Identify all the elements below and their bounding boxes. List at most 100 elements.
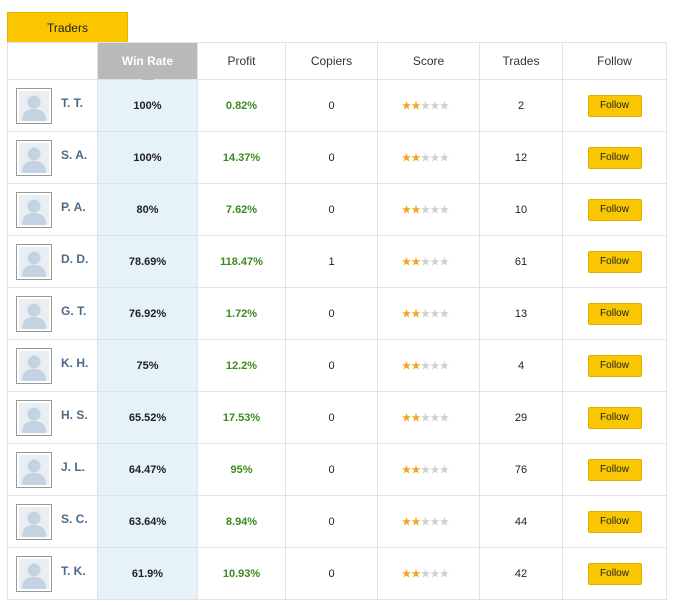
avatar [16, 556, 52, 592]
avatar [16, 244, 52, 280]
follow-button[interactable]: Follow [587, 94, 642, 117]
follow-button[interactable]: Follow [587, 458, 642, 481]
score-stars [401, 205, 449, 214]
profit: 0.82% [198, 80, 286, 132]
tab[interactable]: Traders [7, 12, 128, 42]
score-stars [401, 101, 449, 110]
trader-cell: T. T. [7, 80, 98, 132]
profit: 7.62% [198, 184, 286, 236]
trader-name[interactable]: D. D. [61, 252, 89, 266]
score-stars [401, 309, 449, 318]
score-cell [378, 496, 480, 548]
win-rate: 75% [98, 340, 198, 392]
score-cell [378, 444, 480, 496]
score-stars [401, 569, 449, 578]
score-stars [401, 257, 449, 266]
trader-name[interactable]: G. T. [61, 304, 87, 318]
header-cell [7, 42, 98, 80]
column-header[interactable]: Trades [480, 42, 563, 80]
score-cell [378, 184, 480, 236]
trades: 44 [480, 496, 563, 548]
avatar [16, 296, 52, 332]
follow-button[interactable]: Follow [587, 510, 642, 533]
follow-button[interactable]: Follow [587, 198, 642, 221]
trades: 4 [480, 340, 563, 392]
column-header[interactable]: Copiers [286, 42, 378, 80]
trades: 61 [480, 236, 563, 288]
trader-cell: J. L. [7, 444, 98, 496]
score-cell [378, 340, 480, 392]
column-header[interactable]: Profit [198, 42, 286, 80]
trades: 13 [480, 288, 563, 340]
follow-cell: Follow [563, 184, 667, 236]
trader-name[interactable]: P. A. [61, 200, 86, 214]
follow-cell: Follow [563, 444, 667, 496]
follow-cell: Follow [563, 340, 667, 392]
profit: 10.93% [198, 548, 286, 600]
follow-button[interactable]: Follow [587, 406, 642, 429]
trader-cell: H. S. [7, 392, 98, 444]
trader-cell: S. A. [7, 132, 98, 184]
avatar [16, 400, 52, 436]
column-header[interactable]: Win Rate [98, 42, 198, 80]
follow-cell: Follow [563, 132, 667, 184]
win-rate: 100% [98, 80, 198, 132]
follow-button[interactable]: Follow [587, 250, 642, 273]
trader-name[interactable]: J. L. [61, 460, 86, 474]
column-header[interactable]: Score [378, 42, 480, 80]
score-stars [401, 465, 449, 474]
trader-name[interactable]: K. H. [61, 356, 89, 370]
copiers: 1 [286, 236, 378, 288]
trader-cell: T. K. [7, 548, 98, 600]
score-stars [401, 153, 449, 162]
trades: 10 [480, 184, 563, 236]
trader-name[interactable]: T. T. [61, 96, 84, 110]
profit: 12.2% [198, 340, 286, 392]
follow-button[interactable]: Follow [587, 146, 642, 169]
score-cell [378, 236, 480, 288]
win-rate: 64.47% [98, 444, 198, 496]
follow-cell: Follow [563, 288, 667, 340]
trader-cell: S. C. [7, 496, 98, 548]
follow-button[interactable]: Follow [587, 302, 642, 325]
trader-cell: P. A. [7, 184, 98, 236]
trades: 76 [480, 444, 563, 496]
profit: 8.94% [198, 496, 286, 548]
win-rate: 65.52% [98, 392, 198, 444]
score-stars [401, 361, 449, 370]
trades: 42 [480, 548, 563, 600]
profit: 17.53% [198, 392, 286, 444]
column-header[interactable]: Follow [563, 42, 667, 80]
copiers: 0 [286, 80, 378, 132]
copiers: 0 [286, 496, 378, 548]
trades: 12 [480, 132, 563, 184]
follow-cell: Follow [563, 496, 667, 548]
trader-name[interactable]: S. C. [61, 512, 88, 526]
win-rate: 63.64% [98, 496, 198, 548]
trader-name[interactable]: S. A. [61, 148, 88, 162]
trader-cell: G. T. [7, 288, 98, 340]
trader-cell: D. D. [7, 236, 98, 288]
trader-name[interactable]: H. S. [61, 408, 88, 422]
score-cell [378, 392, 480, 444]
trades: 2 [480, 80, 563, 132]
copiers: 0 [286, 132, 378, 184]
score-cell [378, 80, 480, 132]
win-rate: 78.69% [98, 236, 198, 288]
score-cell [378, 288, 480, 340]
profit: 118.47% [198, 236, 286, 288]
follow-button[interactable]: Follow [587, 562, 642, 585]
follow-cell: Follow [563, 236, 667, 288]
copiers: 0 [286, 340, 378, 392]
follow-cell: Follow [563, 392, 667, 444]
avatar [16, 140, 52, 176]
avatar [16, 348, 52, 384]
follow-button[interactable]: Follow [587, 354, 642, 377]
profit: 95% [198, 444, 286, 496]
trader-cell: K. H. [7, 340, 98, 392]
trader-name[interactable]: T. K. [61, 564, 86, 578]
score-stars [401, 413, 449, 422]
profit: 1.72% [198, 288, 286, 340]
